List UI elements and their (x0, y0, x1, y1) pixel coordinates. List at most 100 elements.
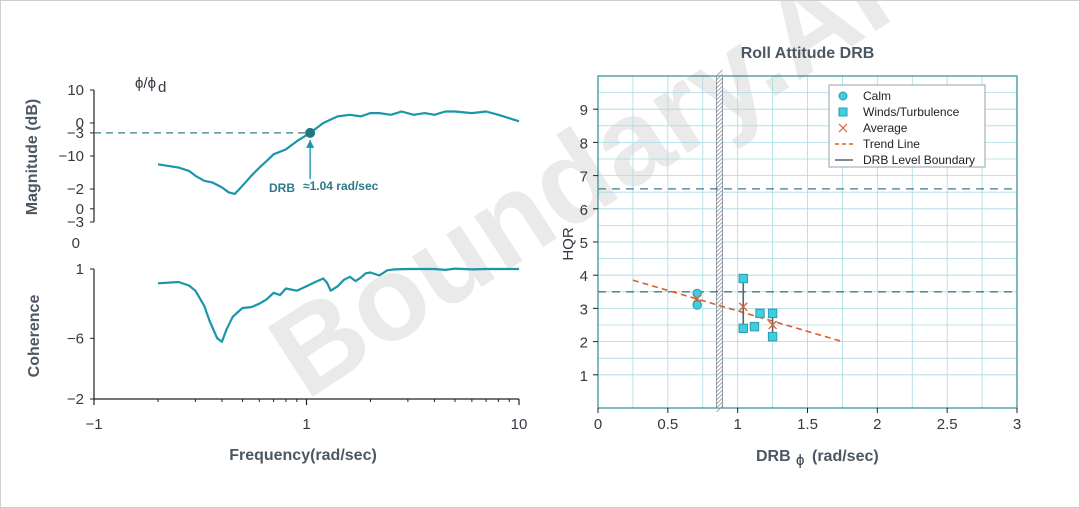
roll-hatch-stroke (716, 397, 723, 405)
magnitude-y-tick-label: 10 (67, 82, 84, 99)
roll-y-tick-label: 1 (580, 368, 588, 385)
coherence-x-tick-label: 1 (302, 416, 310, 433)
roll-y-tick-label: 6 (580, 202, 588, 219)
roll-y-label: HQR (560, 227, 577, 261)
roll-average-stroke (692, 293, 702, 303)
drb-annotation-value: ≈1.04 rad/sec (303, 179, 379, 193)
roll-hatch-stroke (716, 193, 723, 201)
roll-hatch-stroke (716, 285, 723, 293)
coherence-y-tick-label: −6 (67, 330, 84, 347)
roll-hatch-stroke (716, 225, 723, 233)
magnitude-top-label-subscript: d (158, 79, 166, 96)
roll-hatch-stroke (716, 249, 723, 257)
roll-hatch-stroke (716, 313, 723, 321)
roll-hatch-stroke (716, 221, 723, 229)
roll-winds-point (749, 321, 760, 332)
roll-hatch-stroke (716, 77, 723, 85)
roll-chart-title: Roll Attitude DRB (741, 45, 875, 62)
roll-hatch-stroke (716, 349, 723, 357)
roll-hatch-stroke (716, 265, 723, 273)
roll-hatch-stroke (716, 373, 723, 381)
roll-hatch-stroke (716, 113, 723, 121)
roll-average-stroke (738, 302, 748, 312)
roll-hatch-stroke (716, 153, 723, 161)
roll-y-tick-label: 2 (580, 335, 588, 352)
roll-y-tick-label: 4 (580, 268, 588, 285)
roll-winds-point (767, 331, 778, 342)
roll-hatch-stroke (716, 321, 723, 329)
roll-hatch-stroke (716, 401, 723, 409)
roll-hatch-stroke (716, 393, 723, 401)
roll-hatch-stroke (716, 209, 723, 217)
roll-hatch-stroke (716, 181, 723, 189)
roll-hatch-stroke (716, 217, 723, 225)
roll-hatch-stroke (716, 73, 723, 81)
roll-x-tick-label: 1.5 (797, 416, 818, 433)
roll-average-stroke (768, 320, 778, 330)
roll-legend-label: Winds/Turbulence (863, 105, 960, 119)
roll-hatch-stroke (716, 165, 723, 173)
roll-x-tick-label: 0 (594, 416, 602, 433)
drb-annotation-arrowhead (306, 139, 315, 148)
roll-x-tick-label: 2 (873, 416, 881, 433)
roll-legend-label: Calm (863, 89, 891, 103)
roll-hatch-stroke (716, 177, 723, 185)
roll-hatch-stroke (716, 257, 723, 265)
roll-hatch-stroke (716, 381, 723, 389)
roll-winds-point (767, 308, 778, 319)
roll-hatch-stroke (716, 337, 723, 345)
roll-hatch-stroke (716, 69, 723, 77)
roll-hatch-stroke (716, 245, 723, 253)
roll-hatch-stroke (716, 137, 723, 145)
roll-x-label-symbol: ϕ (796, 452, 804, 469)
magnitude-top-label: ϕ/ϕ (135, 75, 156, 92)
roll-legend-icon (838, 91, 848, 101)
roll-legend-average-icon (838, 123, 848, 133)
roll-hatch-stroke (716, 185, 723, 193)
coherence-chart: 1 −6 −2−1 1 10 Coherence Frequency(rad/sec) (26, 261, 527, 464)
roll-winds-point (738, 273, 748, 284)
roll-winds-point (738, 323, 748, 334)
roll-y-tick-label: 8 (580, 135, 588, 152)
magnitude-y-tick-label: −2 (67, 181, 84, 198)
roll-hatch-stroke (716, 293, 723, 301)
roll-hatch-stroke (716, 345, 723, 353)
roll-hatched-boundary (716, 69, 723, 413)
magnitude-y-tick-label: −3 (67, 214, 84, 231)
roll-hatch-stroke (716, 277, 723, 285)
roll-hatch-stroke (716, 117, 723, 125)
roll-hatch-stroke (716, 173, 723, 181)
coherence-x-tick-label: −1 (85, 416, 102, 433)
roll-hatch-stroke (716, 161, 723, 169)
roll-hatch-stroke (716, 121, 723, 129)
roll-hatch-stroke (716, 329, 723, 337)
roll-x-tick-label: 3 (1013, 416, 1021, 433)
roll-hatch-stroke (716, 129, 723, 137)
roll-hatch-stroke (716, 169, 723, 177)
roll-x-label-units: (rad/sec) (812, 448, 879, 465)
roll-hatch-stroke (716, 109, 723, 117)
magnitude-y-tick-label: 0 (76, 201, 84, 218)
roll-legend-box (828, 84, 986, 168)
roll-hatch-stroke (716, 317, 723, 325)
roll-attitude-chart: Roll Attitude DRB 0 0.5 1 1.5 2 2.5 3 1 2 3 4 5 6 7 8 9 H… (560, 45, 1021, 469)
roll-average-point (738, 302, 748, 312)
coherence-y-tick-label: 1 (76, 261, 84, 278)
roll-legend-calm-icon (838, 91, 848, 101)
roll-hatch-stroke (716, 241, 723, 249)
roll-hatch-stroke (716, 237, 723, 245)
roll-trend-line (632, 279, 843, 343)
roll-hatch-stroke (716, 333, 723, 341)
roll-hatch-stroke (716, 89, 723, 97)
magnitude-y-tick-label: 0 (76, 115, 84, 132)
drb-marker-point (305, 127, 316, 138)
roll-hatch-stroke (716, 85, 723, 93)
magnitude-y-tick-label: −3 (67, 125, 84, 142)
roll-hatch-stroke (716, 353, 723, 361)
roll-y-tick-label: 7 (580, 169, 588, 186)
roll-legend-label: Trend Line (863, 137, 920, 151)
coherence-series-line (157, 267, 519, 343)
roll-x-label: DRB (756, 448, 791, 465)
